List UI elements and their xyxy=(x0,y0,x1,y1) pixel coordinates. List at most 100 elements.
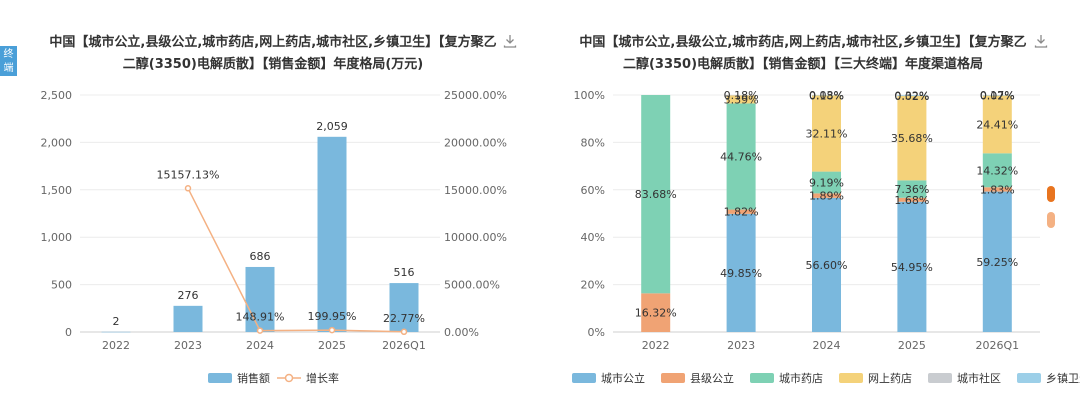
y-left-tick-label: 1,000 xyxy=(41,231,73,244)
segment-value-label: 56.60% xyxy=(806,259,848,272)
y-tick-label: 100% xyxy=(574,89,605,102)
segment-value-label: 1.82% xyxy=(724,206,759,219)
bar-value-label: 516 xyxy=(394,266,415,279)
bar xyxy=(389,283,419,332)
x-tick-label: 2026Q1 xyxy=(975,339,1019,352)
y-left-tick-label: 1,500 xyxy=(41,184,73,197)
stacked-bar-segment xyxy=(726,95,756,104)
line-value-label: 22.77% xyxy=(383,312,425,325)
y-tick-label: 40% xyxy=(581,231,605,244)
stacked-bar-segment xyxy=(812,171,841,194)
segment-value-label: 16.32% xyxy=(635,307,677,320)
segment-value-label: 7.36% xyxy=(894,183,929,196)
x-tick-label: 2023 xyxy=(174,339,202,352)
segment-value-label: 0.02% xyxy=(980,89,1015,102)
line-value-label: 148.91% xyxy=(236,311,285,324)
y-left-tick-label: 2,500 xyxy=(41,89,73,102)
download-icon[interactable] xyxy=(1034,34,1048,48)
segment-value-label: 0.17% xyxy=(980,89,1015,102)
legend-label: 增长率 xyxy=(306,371,339,385)
stacked-bar-segment xyxy=(726,213,756,332)
y-tick-label: 20% xyxy=(581,279,605,292)
segment-value-label: 3.39% xyxy=(724,93,759,106)
line-value-label: 199.95% xyxy=(308,310,357,323)
legend-swatch xyxy=(208,373,232,383)
legend-swatch xyxy=(661,373,685,383)
y-left-tick-label: 0 xyxy=(65,326,72,339)
x-tick-label: 2025 xyxy=(318,339,346,352)
segment-value-label: 0.03% xyxy=(809,89,844,102)
chart1: 0 500 1,000 1,500 2,000 2,500 0.00% 5000.00% 100… xyxy=(41,89,507,385)
legend-swatch xyxy=(839,373,863,383)
bar-value-label: 686 xyxy=(250,250,271,263)
legend-label: 县级公立 xyxy=(690,371,734,385)
y-right-tick-label: 15000.00% xyxy=(444,184,507,197)
line-point xyxy=(328,326,336,334)
legend-label: 城市药店 xyxy=(779,371,823,385)
download-icon[interactable] xyxy=(503,34,517,48)
y-right-tick-label: 0.00% xyxy=(444,326,479,339)
line-point xyxy=(256,327,264,334)
legend-marker xyxy=(284,373,294,383)
stacked-bar-segment xyxy=(897,201,927,332)
legend-swatch xyxy=(572,373,596,383)
segment-value-label: 1.89% xyxy=(809,190,844,203)
scroll-dot[interactable] xyxy=(1047,212,1055,228)
scroll-dot-active[interactable] xyxy=(1047,186,1055,202)
x-tick-label: 2023 xyxy=(727,339,755,352)
y-right-tick-label: 5000.00% xyxy=(444,279,500,292)
x-tick-label: 2026Q1 xyxy=(382,339,426,352)
x-tick-label: 2024 xyxy=(246,339,274,352)
legend-label: 销售额 xyxy=(237,371,270,385)
line-value-label: 15157.13% xyxy=(157,168,220,181)
bar xyxy=(173,305,203,332)
y-tick-label: 0% xyxy=(588,326,605,339)
stacked-bar-segment xyxy=(726,209,756,214)
stacked-bar-segment xyxy=(812,95,841,172)
growth-line xyxy=(187,187,405,333)
segment-value-label: 35.68% xyxy=(891,132,933,145)
chart1-title: 中国【城市公立,县级公立,城市药店,网上药店,城市社区,乡镇卫生】【复方聚乙二醇… xyxy=(49,35,497,72)
segment-value-label: 0.18% xyxy=(724,89,759,102)
segment-value-label: 0.32% xyxy=(894,89,929,102)
x-tick-label: 2025 xyxy=(898,339,926,352)
stacked-bar-segment xyxy=(897,95,927,181)
legend-label: 城市公立 xyxy=(601,371,645,385)
y-tick-label: 60% xyxy=(581,184,605,197)
segment-value-label: 1.83% xyxy=(980,183,1015,196)
stacked-bar-segment xyxy=(897,180,927,198)
side-tab[interactable]: 终端 xyxy=(0,46,17,76)
line-point xyxy=(184,185,192,192)
bar xyxy=(101,331,131,333)
line-point xyxy=(400,328,408,336)
stacked-bar-segment xyxy=(812,197,841,332)
legend-swatch xyxy=(750,373,774,383)
segment-value-label: 54.95% xyxy=(891,261,933,274)
y-left-tick-label: 500 xyxy=(51,279,72,292)
stacked-bar-segment xyxy=(982,153,1012,188)
y-left-tick-label: 2,000 xyxy=(41,136,73,149)
legend-label: 乡镇卫生 xyxy=(1046,371,1080,385)
segment-value-label: 59.25% xyxy=(976,256,1018,269)
segment-value-label: 49.85% xyxy=(720,267,762,280)
bar xyxy=(245,266,275,332)
stacked-bar-segment xyxy=(982,187,1012,192)
legend-swatch xyxy=(928,373,952,383)
segment-value-label: 32.11% xyxy=(806,128,848,141)
bar-value-label: 276 xyxy=(178,289,199,302)
x-tick-label: 2022 xyxy=(102,339,130,352)
legend-label: 网上药店 xyxy=(868,371,912,385)
segment-value-label: 0.18% xyxy=(809,89,844,102)
y-tick-label: 80% xyxy=(581,136,605,149)
y-right-tick-label: 10000.00% xyxy=(444,231,507,244)
stacked-bar-segment xyxy=(897,94,927,96)
chart2-title: 中国【城市公立,县级公立,城市药店,网上药店,城市社区,乡镇卫生】【复方聚乙二醇… xyxy=(579,35,1027,72)
stacked-bar-segment xyxy=(726,103,756,210)
stacked-bar-segment xyxy=(897,197,927,202)
stacked-bar-segment xyxy=(641,293,671,332)
segment-value-label: 83.68% xyxy=(635,188,677,201)
segment-value-label: 9.19% xyxy=(809,176,844,189)
stacked-bar-segment xyxy=(982,191,1012,332)
segment-value-label: 44.76% xyxy=(720,151,762,164)
segment-value-label: 0.02% xyxy=(894,90,929,103)
